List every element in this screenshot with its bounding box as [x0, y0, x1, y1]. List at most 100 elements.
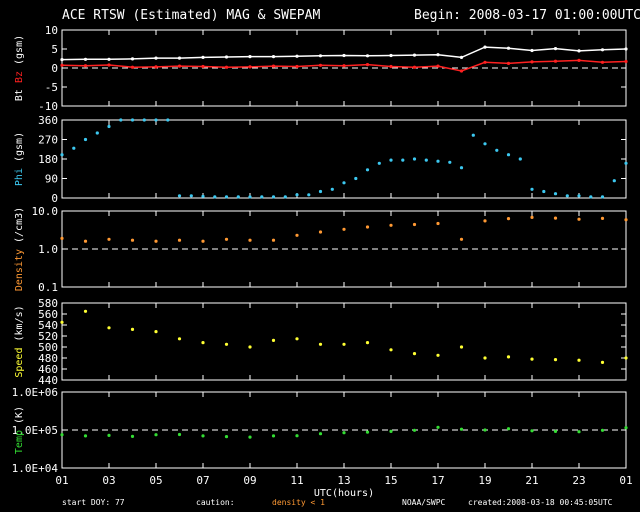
- data-point: [224, 55, 229, 59]
- source-label: NOAA/SWPC: [402, 498, 446, 507]
- data-point: [624, 356, 628, 360]
- data-point: [107, 124, 111, 129]
- data-point: [553, 358, 558, 362]
- y-tick-label: 560: [38, 308, 58, 321]
- y-tick-label: 440: [38, 374, 58, 387]
- data-point: [107, 63, 111, 67]
- panel-frame-1: [61, 119, 627, 199]
- data-point: [342, 342, 346, 346]
- data-point: [530, 48, 534, 53]
- data-point: [295, 434, 299, 438]
- data-point: [201, 194, 205, 198]
- data-point: [365, 430, 370, 434]
- data-point: [459, 427, 464, 431]
- data-point: [483, 428, 487, 432]
- x-axis-title: UTC(hours): [314, 488, 374, 499]
- y-axis-label-part: Bz: [14, 71, 25, 89]
- y-tick-label: 0.1: [38, 281, 58, 294]
- data-point: [318, 54, 323, 58]
- y-tick-label: 540: [38, 319, 58, 332]
- data-point: [318, 63, 323, 67]
- data-point: [600, 428, 605, 432]
- data-point: [589, 195, 593, 199]
- data-point: [553, 192, 558, 196]
- data-point: [248, 435, 252, 439]
- data-point: [248, 345, 252, 349]
- data-point: [389, 158, 393, 162]
- data-point: [412, 53, 417, 57]
- data-point: [565, 194, 569, 198]
- data-point: [60, 320, 64, 324]
- data-point: [553, 59, 558, 63]
- y-tick-label: 520: [38, 330, 58, 343]
- data-point: [365, 63, 370, 67]
- data-point: [248, 238, 252, 242]
- data-point: [553, 47, 558, 51]
- data-point: [600, 216, 605, 220]
- data-point: [553, 216, 558, 220]
- data-point: [506, 355, 511, 359]
- data-point: [354, 176, 358, 181]
- y-tick-label: 460: [38, 363, 58, 376]
- y-axis-label-4: Temp (K): [14, 406, 25, 454]
- data-point: [83, 64, 88, 68]
- data-point: [154, 239, 158, 243]
- data-point: [612, 179, 616, 183]
- data-point: [483, 356, 487, 360]
- data-point: [530, 60, 534, 64]
- data-point: [412, 222, 417, 227]
- data-point: [177, 194, 182, 198]
- data-point: [436, 64, 440, 68]
- data-point: [60, 236, 64, 240]
- data-point: [201, 64, 205, 69]
- x-tick-label: 13: [337, 474, 350, 487]
- data-point: [412, 65, 417, 69]
- data-point: [60, 58, 64, 62]
- y-axis-label-1: Phi (gsm): [14, 132, 25, 186]
- data-point: [495, 148, 499, 152]
- data-point: [130, 118, 135, 122]
- y-tick-label: 1.0E+06: [12, 386, 58, 399]
- data-point: [177, 64, 182, 68]
- data-point: [271, 238, 276, 242]
- data-point: [412, 352, 417, 356]
- data-point: [107, 433, 111, 437]
- y-tick-label: 10: [45, 24, 58, 37]
- data-point: [542, 189, 546, 194]
- data-point: [224, 237, 229, 241]
- data-point: [577, 358, 581, 362]
- data-point: [459, 237, 464, 241]
- y-axis-label-0: Bt Bz (gsm): [14, 35, 25, 101]
- data-point: [424, 158, 428, 162]
- data-point: [483, 142, 487, 146]
- data-point: [389, 64, 393, 69]
- data-point: [365, 168, 370, 172]
- y-tick-label: 500: [38, 341, 58, 354]
- data-point: [83, 137, 88, 142]
- data-point: [107, 237, 111, 241]
- data-point: [83, 434, 88, 438]
- data-point: [600, 195, 605, 199]
- y-tick-label: 360: [38, 114, 58, 127]
- data-point: [624, 218, 628, 222]
- y-tick-label: 10.0: [32, 205, 59, 218]
- data-point: [154, 65, 158, 69]
- data-point: [448, 160, 452, 164]
- panel-frame-3: [61, 302, 627, 381]
- data-point: [483, 60, 487, 64]
- y-tick-label: 5: [51, 43, 58, 56]
- data-point: [600, 48, 605, 52]
- data-point: [107, 57, 111, 61]
- data-point: [577, 430, 581, 434]
- created-time: created:2008-03-18 00:45:05UTC: [468, 498, 613, 507]
- data-point: [295, 193, 299, 197]
- y-axis-label-2: Density (/cm3): [14, 207, 25, 291]
- data-point: [201, 341, 205, 345]
- y-axis-label-part: Phi: [14, 168, 25, 186]
- data-point: [624, 47, 628, 51]
- series-line-Bt: [61, 46, 627, 61]
- data-point: [624, 59, 628, 64]
- data-point: [483, 219, 487, 223]
- x-tick-label: 17: [431, 474, 444, 487]
- data-point: [224, 65, 229, 69]
